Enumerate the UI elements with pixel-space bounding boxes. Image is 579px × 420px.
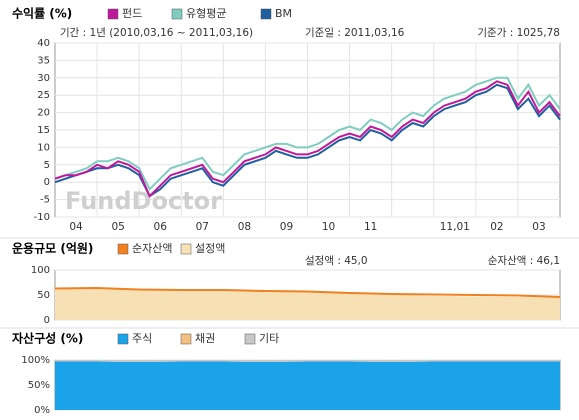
x-tick-label: 02: [490, 221, 503, 233]
series-line: [54, 286, 561, 298]
legend-swatch: [171, 8, 183, 20]
y-tick-label: 0: [44, 177, 50, 188]
y-tick-label: 10: [37, 142, 50, 153]
series-line: [54, 83, 561, 198]
annotation: 순자산액 : 46,1: [488, 255, 560, 267]
series-line: [54, 80, 561, 198]
chart-title: 운용규모 (억원): [12, 241, 93, 256]
watermark: FundDoctor: [65, 187, 222, 215]
x-tick-label: 10: [322, 221, 335, 233]
y-tick-label: 0: [44, 315, 50, 326]
x-tick-label: 04: [69, 221, 83, 233]
annotation: 기준일 : 2011,03,16: [305, 26, 405, 39]
legend-swatch: [260, 8, 272, 20]
y-tick-label: 50%: [28, 380, 50, 391]
x-tick-label: 08: [238, 221, 251, 233]
y-tick-label: 100%: [21, 355, 50, 366]
legend-swatch: [180, 333, 192, 345]
y-tick-label: 0%: [34, 405, 50, 416]
y-tick-label: 5: [44, 160, 50, 171]
y-tick-label: -5: [40, 195, 50, 206]
legend-label: 펀드: [122, 7, 142, 20]
legend-label: 채권: [195, 332, 215, 345]
y-tick-label: 50: [37, 290, 50, 301]
legend-label: 순자산액: [132, 242, 172, 255]
legend-swatch: [244, 333, 256, 345]
y-tick-label: 40: [37, 38, 50, 49]
x-tick-label: 09: [280, 221, 293, 233]
series-line: [54, 76, 561, 191]
legend-label: 유형평균: [186, 7, 226, 20]
x-tick-label: 07: [196, 221, 209, 233]
legend-label: 설정액: [195, 242, 225, 255]
annotation: 기준가 : 1025,78: [477, 27, 560, 39]
chart-title: 자산구성 (%): [12, 331, 83, 346]
x-tick-label: 11,01: [440, 221, 470, 233]
legend-swatch: [107, 8, 119, 20]
chart-title: 수익률 (%): [12, 7, 72, 21]
y-tick-label: 15: [37, 125, 50, 136]
annotation: 설정액 : 45,0: [305, 255, 368, 267]
legend-label: BM: [275, 7, 292, 20]
series-area: [55, 360, 560, 362]
series-area: [55, 361, 560, 410]
x-tick-label: 11: [364, 221, 377, 233]
legend-label: 주식: [132, 332, 152, 345]
y-tick-label: 100: [31, 265, 50, 276]
x-tick-label: 03: [532, 221, 545, 233]
x-tick-label: 05: [111, 221, 124, 233]
series-area: [55, 289, 560, 320]
y-tick-label: 35: [37, 55, 50, 66]
legend-swatch: [117, 243, 129, 255]
legend-swatch: [117, 333, 129, 345]
y-tick-label: 20: [37, 108, 50, 119]
x-tick-label: 06: [154, 221, 168, 233]
legend-label: 기타: [259, 332, 279, 345]
y-tick-label: 25: [37, 90, 50, 101]
y-tick-label: 30: [37, 73, 50, 84]
legend-swatch: [180, 243, 192, 255]
y-tick-label: -10: [34, 212, 50, 223]
annotation: 기간 : 1년 (2010,03,16 ~ 2011,03,16): [60, 27, 253, 39]
